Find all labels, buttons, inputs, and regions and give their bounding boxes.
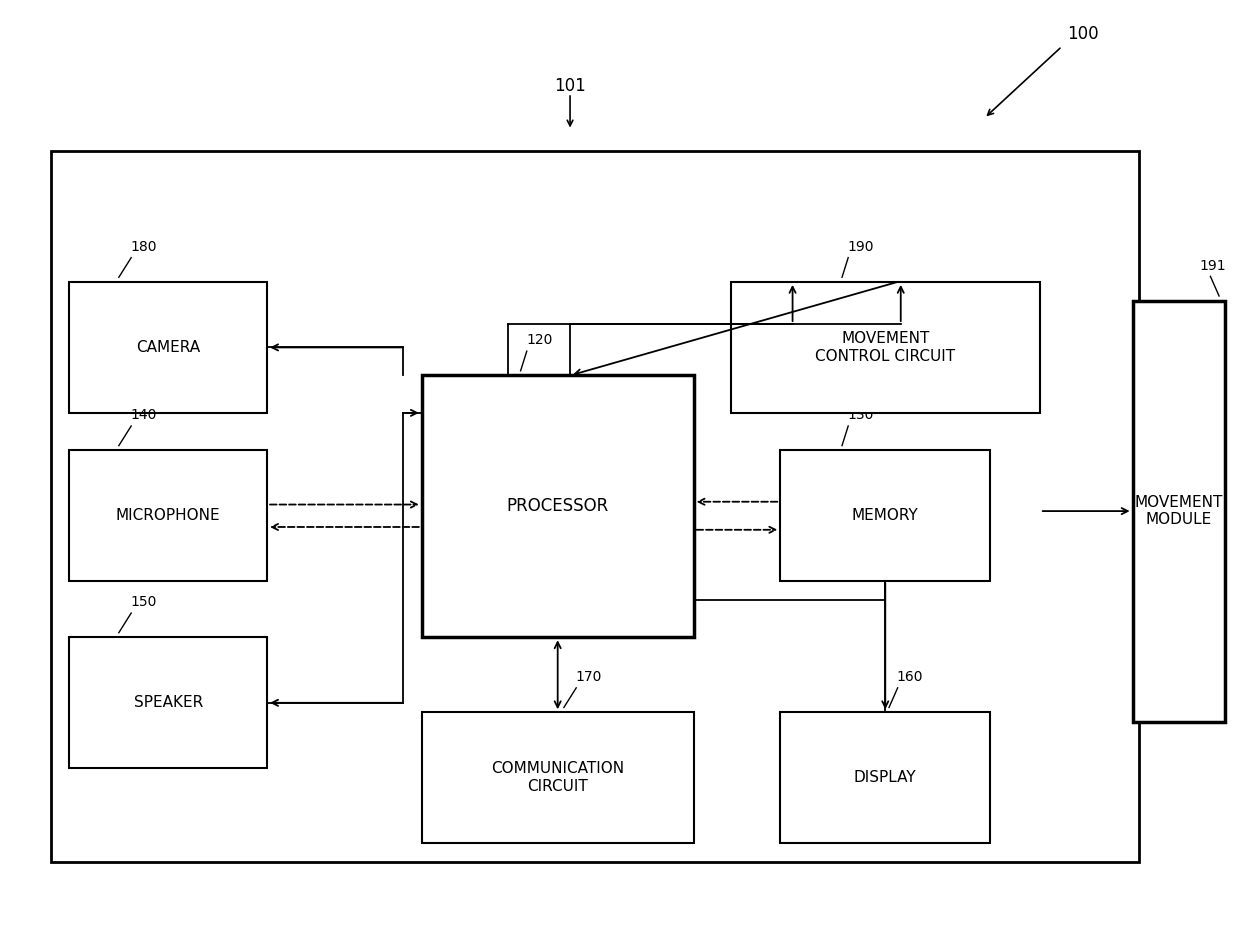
Text: 130: 130	[847, 408, 873, 422]
FancyBboxPatch shape	[731, 282, 1040, 413]
Text: 120: 120	[527, 333, 553, 347]
Text: 100: 100	[1067, 25, 1099, 43]
FancyBboxPatch shape	[421, 712, 694, 843]
FancyBboxPatch shape	[1132, 301, 1225, 721]
Text: MEMORY: MEMORY	[852, 508, 918, 523]
Text: MOVEMENT
MODULE: MOVEMENT MODULE	[1135, 495, 1223, 527]
FancyBboxPatch shape	[51, 151, 1139, 862]
Text: 170: 170	[575, 670, 602, 684]
Text: 191: 191	[1199, 259, 1227, 273]
Text: SPEAKER: SPEAKER	[134, 695, 203, 710]
Text: CAMERA: CAMERA	[136, 340, 201, 355]
Text: DISPLAY: DISPLAY	[854, 770, 917, 785]
FancyBboxPatch shape	[69, 450, 268, 582]
FancyBboxPatch shape	[421, 375, 694, 637]
Text: COMMUNICATION
CIRCUIT: COMMUNICATION CIRCUIT	[491, 762, 624, 794]
FancyBboxPatch shape	[781, 450, 990, 582]
Text: PROCESSOR: PROCESSOR	[507, 497, 608, 515]
FancyBboxPatch shape	[69, 282, 268, 413]
Text: MICROPHONE: MICROPHONE	[116, 508, 221, 523]
Text: 160: 160	[897, 670, 923, 684]
FancyBboxPatch shape	[69, 637, 268, 768]
Text: MOVEMENT
CONTROL CIRCUIT: MOVEMENT CONTROL CIRCUIT	[815, 331, 955, 364]
Text: 150: 150	[130, 596, 157, 610]
Text: 101: 101	[554, 77, 586, 95]
Text: 190: 190	[847, 240, 873, 254]
Text: 140: 140	[130, 408, 157, 422]
FancyBboxPatch shape	[781, 712, 990, 843]
Text: 180: 180	[130, 240, 157, 254]
